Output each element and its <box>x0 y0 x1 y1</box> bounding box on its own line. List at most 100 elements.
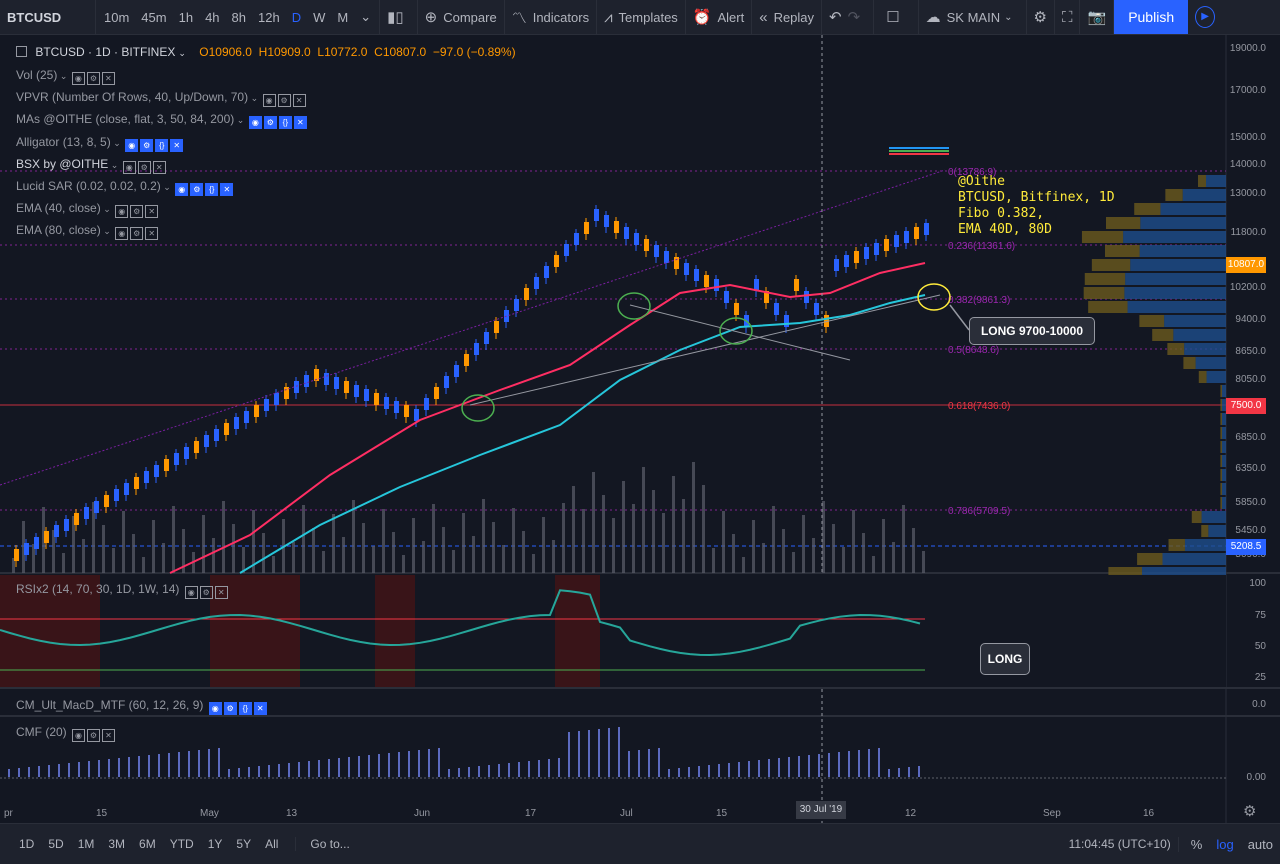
fullscreen-button[interactable]: ⛶ <box>1055 0 1081 34</box>
alert-button[interactable]: ⏰ Alert <box>686 0 753 34</box>
close-icon[interactable]: ✕ <box>292 94 306 108</box>
eye-icon[interactable]: ◉ <box>248 116 262 130</box>
eye-icon[interactable]: ◉ <box>115 227 129 241</box>
chevron-down-icon[interactable]: ⌄ <box>234 115 247 126</box>
snapshot-button[interactable]: 📷 <box>1080 0 1115 34</box>
eye-icon[interactable]: ◉ <box>71 72 85 85</box>
interval-m[interactable]: M <box>337 9 349 25</box>
close-icon[interactable]: ✕ <box>293 116 307 130</box>
indicator-label[interactable]: Lucid SAR (0.02, 0.02, 0.2) <box>16 179 161 193</box>
chart-area[interactable]: 0(13786.9) 0.236(11361.6) 0.382(9861.3) 0.5… <box>0 35 1280 823</box>
gear-icon[interactable]: ⚙ <box>277 94 291 108</box>
indicator-label[interactable]: BSX by @OITHE <box>16 156 109 171</box>
gear-icon[interactable]: ⚙ <box>130 227 144 241</box>
eye-icon[interactable]: ◉ <box>262 94 276 108</box>
indicator-label[interactable]: EMA (80, close) <box>16 223 101 238</box>
interval-d[interactable]: D <box>291 9 302 25</box>
indicator-label[interactable]: Vol (25) <box>16 68 58 82</box>
gear-icon[interactable]: ⚙ <box>130 205 144 219</box>
symbol-search[interactable]: BTCUSD <box>0 0 96 34</box>
range-1d[interactable]: 1D <box>19 837 35 851</box>
redo-icon[interactable]: ↷ <box>847 9 861 26</box>
log-toggle[interactable]: log <box>1216 836 1234 852</box>
chevron-down-icon[interactable]: ⌄ <box>100 226 114 237</box>
code-icon[interactable]: {} <box>278 116 292 130</box>
layout-button[interactable]: ☁ SK MAIN ⌄ <box>919 0 1027 34</box>
long-callout-rsi[interactable]: LONG <box>980 643 1030 675</box>
close-icon[interactable]: ✕ <box>152 160 166 174</box>
publish-button[interactable]: Publish <box>1114 0 1189 34</box>
settings-button[interactable]: ⚙ <box>1027 0 1055 34</box>
range-3m[interactable]: 3M <box>108 837 126 851</box>
interval-12h[interactable]: 12h <box>258 9 280 25</box>
close-icon[interactable]: ✕ <box>220 183 234 196</box>
chevron-down-icon[interactable]: ⌄ <box>100 204 114 215</box>
range-1y[interactable]: 1Y <box>207 837 223 851</box>
goto-button[interactable]: Go to... <box>295 837 356 851</box>
indicators-button[interactable]: 〽 Indicators <box>505 0 598 34</box>
chevron-down-icon[interactable]: ⌄ <box>160 182 174 192</box>
eye-icon[interactable]: ◉ <box>175 183 189 196</box>
close-icon[interactable]: ✕ <box>145 227 159 241</box>
interval-1h[interactable]: 1h <box>178 9 194 25</box>
axis-settings-button[interactable]: ⚙ <box>1243 802 1256 820</box>
close-icon[interactable]: ✕ <box>101 72 115 85</box>
fullscreen-toggle-button[interactable]: ☐ <box>874 0 919 34</box>
indicator-label[interactable]: Alligator (13, 8, 5) <box>16 134 111 149</box>
close-icon[interactable]: ✕ <box>102 729 116 742</box>
compare-button[interactable]: ⊕ Compare <box>418 0 505 34</box>
gear-icon[interactable]: ⚙ <box>86 72 100 85</box>
gear-icon[interactable]: ⚙ <box>199 586 213 599</box>
gear-icon[interactable]: ⚙ <box>263 116 277 130</box>
close-icon[interactable]: ✕ <box>253 702 267 715</box>
indicator-label[interactable]: MAs @OITHE (close, flat, 3, 50, 84, 200) <box>16 112 235 127</box>
play-button[interactable]: ▶ <box>1188 0 1222 34</box>
interval-10m[interactable]: 10m <box>104 9 130 25</box>
interval-4h[interactable]: 4h <box>205 9 220 25</box>
replay-button[interactable]: « Replay <box>752 0 823 34</box>
eye-icon[interactable]: ◉ <box>184 586 198 599</box>
chevron-down-icon[interactable]: ⌄ <box>360 9 372 24</box>
close-icon[interactable]: ✕ <box>170 138 184 152</box>
range-ytd[interactable]: YTD <box>169 837 194 851</box>
code-icon[interactable]: {} <box>238 702 252 715</box>
eye-icon[interactable]: ◉ <box>125 138 139 152</box>
rsi-legend-label[interactable]: RSIx2 (14, 70, 30, 1D, 1W, 14) <box>16 582 180 596</box>
gear-icon[interactable]: ⚙ <box>190 183 204 196</box>
range-5y[interactable]: 5Y <box>236 837 252 851</box>
chevron-down-icon[interactable]: ⌄ <box>110 137 124 148</box>
long-callout-main[interactable]: LONG 9700-10000 <box>969 317 1095 345</box>
chevron-down-icon[interactable]: ⌄ <box>248 93 261 104</box>
indicator-label[interactable]: EMA (40, close) <box>16 201 101 216</box>
gear-icon[interactable]: ⚙ <box>140 138 154 152</box>
code-icon[interactable]: {} <box>205 183 219 196</box>
undo-icon[interactable]: ↶ <box>829 9 842 26</box>
indicator-label[interactable]: VPVR (Number Of Rows, 40, Up/Down, 70) <box>16 90 249 105</box>
gear-icon[interactable]: ⚙ <box>223 702 237 715</box>
range-1m[interactable]: 1M <box>77 837 95 851</box>
gear-icon[interactable]: ⚙ <box>137 160 151 174</box>
eye-icon[interactable]: ◉ <box>115 205 129 219</box>
author-annotation[interactable]: @Oithe BTCUSD, Bitfinex, 1D Fibo 0.382, … <box>958 174 1115 237</box>
close-icon[interactable]: ✕ <box>214 586 228 599</box>
clock-display[interactable]: 11:04:45 (UTC+10) <box>1068 837 1171 851</box>
collapse-icon[interactable] <box>16 46 27 57</box>
close-icon[interactable]: ✕ <box>145 205 159 219</box>
chart-style-button[interactable]: ▮▯ <box>380 0 418 34</box>
chart-canvas[interactable]: 0(13786.9) 0.236(11361.6) 0.382(9861.3) 0.5… <box>0 35 1280 823</box>
percent-toggle[interactable]: % <box>1177 836 1210 852</box>
range-all[interactable]: All <box>265 837 279 851</box>
cmf-legend-label[interactable]: CMF (20) <box>16 725 67 739</box>
interval-w[interactable]: W <box>313 9 326 25</box>
interval-45m[interactable]: 45m <box>141 9 167 25</box>
range-5d[interactable]: 5D <box>48 837 64 851</box>
macd-legend-label[interactable]: CM_Ult_MacD_MTF (60, 12, 26, 9) <box>16 698 204 712</box>
templates-button[interactable]: ⩘ Templates <box>597 0 686 34</box>
chevron-down-icon[interactable]: ⌄ <box>108 159 121 170</box>
interval-8h[interactable]: 8h <box>231 9 246 25</box>
eye-icon[interactable]: ◉ <box>208 702 222 715</box>
eye-icon[interactable]: ◉ <box>122 160 136 174</box>
auto-toggle[interactable]: auto <box>1247 836 1273 852</box>
gear-icon[interactable]: ⚙ <box>87 729 101 742</box>
code-icon[interactable]: {} <box>155 138 169 152</box>
